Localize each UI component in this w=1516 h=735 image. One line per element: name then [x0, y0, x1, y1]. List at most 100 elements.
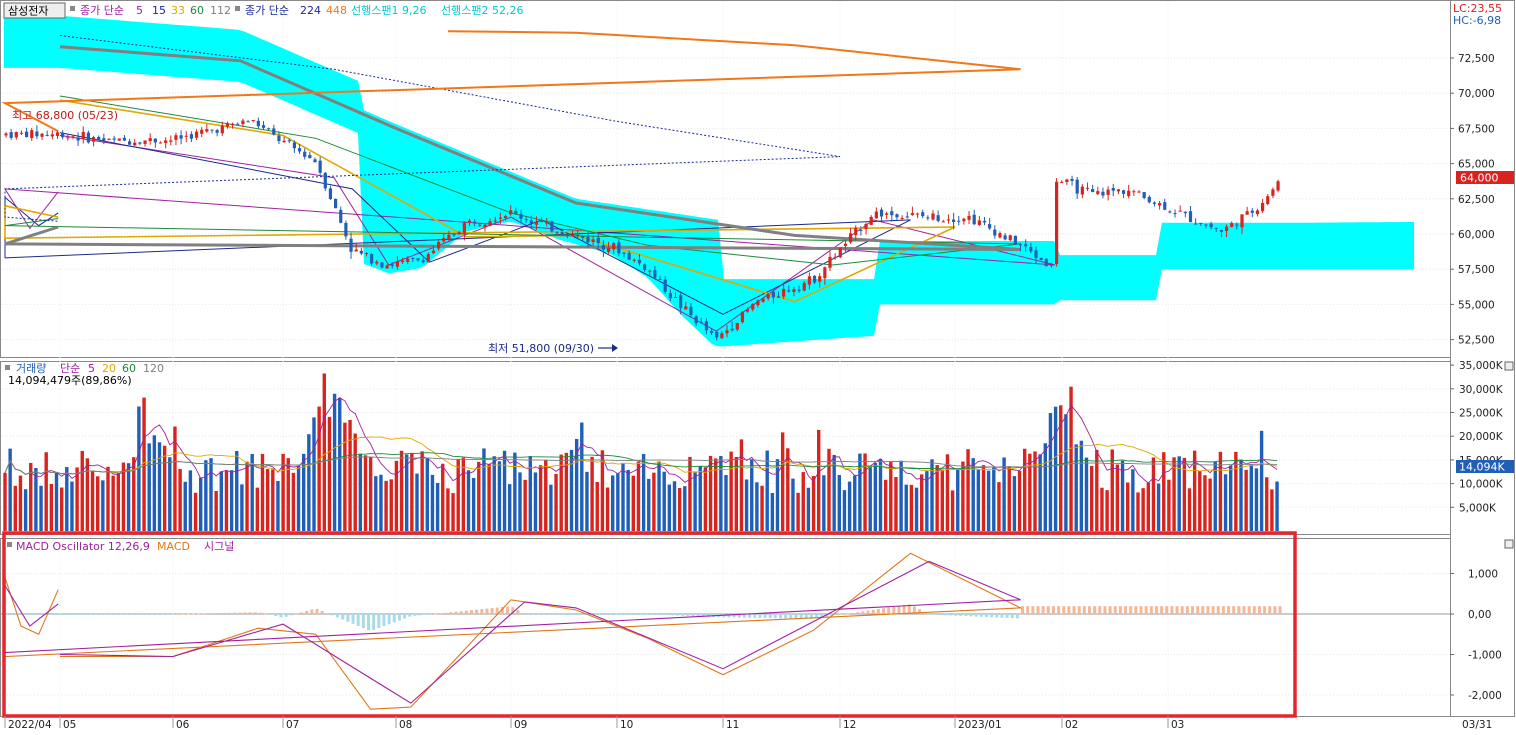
macd-hist-bar	[325, 613, 329, 614]
volume-bar	[18, 475, 23, 531]
macd-hist-bar	[1191, 606, 1194, 614]
macd-hist-bar	[1216, 606, 1220, 614]
candle-body	[292, 142, 296, 149]
volume-bar	[1270, 489, 1274, 531]
volume-bar	[724, 475, 728, 531]
macd-histogram	[6, 604, 1282, 631]
candle-body	[1116, 189, 1120, 192]
volume-bar	[513, 452, 517, 531]
volume-bar	[1254, 468, 1259, 531]
macd-hist-bar	[78, 614, 82, 615]
volume-bar	[585, 471, 589, 531]
candle-body	[715, 331, 719, 338]
macd-hist-bar	[614, 614, 618, 615]
macd-hist-bar	[506, 606, 510, 614]
volume-bar	[811, 475, 816, 531]
volume-panel-close-icon[interactable]	[1504, 361, 1514, 371]
macd-hist-bar	[681, 614, 685, 616]
macd-hist-bar	[1206, 606, 1210, 614]
macd-hist-bar	[1093, 606, 1097, 614]
candle-body	[1065, 179, 1069, 182]
x-tick-label: 2022/04	[8, 719, 52, 731]
candle-body	[1013, 235, 1017, 245]
candle-body	[921, 212, 925, 217]
volume-bar	[523, 479, 527, 531]
candle-body	[1255, 210, 1260, 215]
volume-bar	[1074, 444, 1078, 531]
macd-hist-bar	[1221, 606, 1225, 614]
macd-hist-bar	[1232, 606, 1236, 614]
candle-body	[509, 210, 513, 215]
ma-line-448	[1, 30, 1021, 133]
volume-bar	[765, 450, 769, 531]
candle-body	[576, 235, 580, 237]
candle-body	[761, 298, 765, 302]
candle-body	[395, 261, 399, 267]
span2-label: 선행스팬2 52,26	[441, 4, 523, 17]
macd-hist-bar	[578, 614, 582, 616]
volume-bar	[219, 471, 223, 531]
candle-body	[550, 221, 554, 232]
y-axis-ticks: 72,500 70,000 67,500 65,000 62,500 60,000 57,5…	[1450, 53, 1504, 702]
volume-bar	[1229, 465, 1233, 531]
volume-bar	[1105, 490, 1109, 531]
candle-body	[1235, 224, 1239, 226]
candle-body	[164, 140, 168, 143]
macd-hist-bar	[650, 614, 654, 615]
macd-hist-bar	[593, 614, 597, 615]
macd-hist-bar	[202, 613, 206, 615]
vol-ma-20: 20	[102, 362, 116, 375]
candle-body	[148, 138, 152, 141]
ma-period-112: 112	[210, 4, 231, 17]
macd-hist-bar	[269, 614, 273, 615]
macd-hist-bar	[603, 614, 607, 615]
volume-bar	[569, 449, 574, 531]
volume-bar	[90, 470, 95, 531]
candle-body	[910, 213, 914, 216]
candle-body	[792, 289, 796, 292]
volume-bar	[1239, 459, 1243, 531]
volume-bar	[832, 454, 836, 531]
macd-hist-bar	[1129, 606, 1133, 614]
candle-body	[158, 142, 163, 144]
candle-body	[756, 300, 760, 306]
macd-hist-bar	[588, 614, 592, 615]
legend-marker	[70, 6, 75, 11]
volume-bar	[343, 422, 347, 531]
macd-hist-bar	[176, 613, 180, 615]
candle-body	[807, 276, 811, 285]
volume-bar	[312, 417, 316, 531]
macd-hist-bar	[418, 614, 422, 616]
candle-body	[1240, 214, 1244, 228]
candle-body	[437, 241, 441, 249]
candle-body	[297, 148, 302, 152]
macd-hist-bar	[294, 613, 298, 615]
volume-bar	[106, 466, 110, 531]
volume-bar	[1095, 449, 1099, 531]
macd-hist-bar	[124, 614, 128, 615]
volume-bar	[997, 482, 1001, 531]
volume-bar	[853, 475, 857, 531]
volume-tick-label: 35,000K	[1459, 360, 1504, 372]
candle-body	[931, 213, 935, 220]
macd-hist-bar	[820, 614, 824, 618]
candle-body	[153, 138, 157, 143]
macd-hist-bar	[1139, 606, 1143, 614]
stock-name-box[interactable]	[3, 2, 66, 19]
candle-body	[1121, 190, 1126, 194]
volume-bar	[1177, 456, 1181, 531]
macd-hist-bar	[1088, 606, 1091, 614]
candle-body	[648, 270, 652, 272]
macd-hist-bar	[511, 607, 515, 614]
macd-hist-bar	[1134, 606, 1138, 614]
macd-hist-bar	[1046, 606, 1050, 614]
volume-bar	[641, 453, 646, 531]
volume-bar	[384, 480, 388, 531]
macd-hist-bar	[475, 609, 479, 614]
macd-hist-bar	[995, 614, 999, 618]
macd-hist-bar	[449, 612, 453, 614]
macd-panel-close-icon[interactable]	[1504, 539, 1514, 549]
candle-body	[679, 295, 683, 309]
volume-current-label: 14,094K	[1459, 461, 1505, 474]
candle-body	[766, 293, 770, 299]
